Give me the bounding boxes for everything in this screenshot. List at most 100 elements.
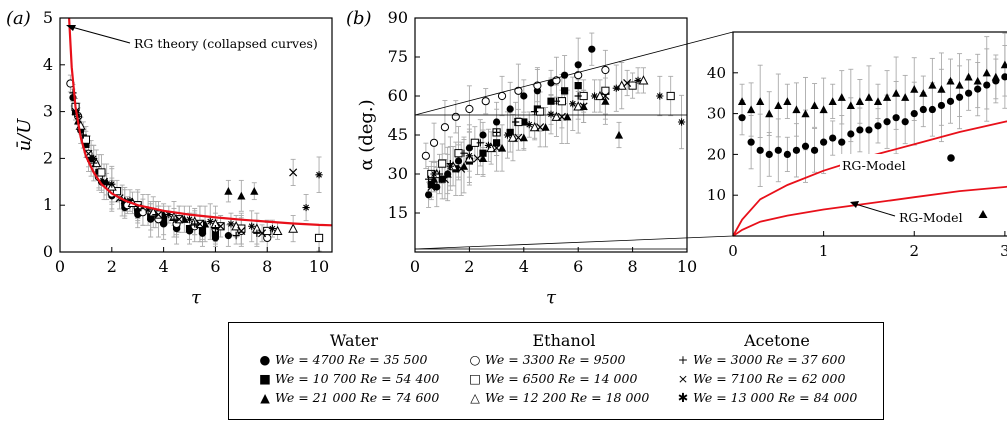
data-point — [514, 86, 523, 95]
data-point — [421, 151, 430, 160]
data-point — [154, 210, 163, 219]
data-point — [982, 68, 991, 77]
annotation-arrowhead — [66, 25, 76, 31]
data-point — [623, 78, 632, 88]
data-point — [601, 86, 610, 95]
data-point — [955, 93, 964, 101]
x-tick-label: 0 — [410, 257, 420, 276]
data-point — [460, 149, 468, 157]
plus-marker: + — [677, 352, 689, 367]
data-point — [147, 213, 155, 221]
x-tick-label: 6 — [210, 257, 220, 276]
data-point — [185, 225, 194, 233]
data-point — [874, 122, 882, 130]
x-tick-label: 0 — [728, 242, 738, 260]
open-circle-marker: ○ — [469, 352, 481, 367]
data-point — [937, 85, 946, 93]
data-point — [224, 187, 233, 195]
data-point — [486, 142, 497, 153]
y-tick-label: 2 — [43, 148, 53, 167]
legend-column-acetone: Acetone + We = 3000 Re = 37 600 × We = 710… — [677, 331, 877, 407]
data-point — [268, 225, 277, 233]
data-point — [801, 142, 810, 150]
legend-entry: △ We = 12 200 Re = 18 000 — [469, 388, 659, 407]
data-point — [206, 217, 214, 226]
cross-marker: × — [677, 371, 689, 386]
data-point — [451, 112, 460, 121]
rg-model-triangle-label: RG-Model — [899, 210, 963, 225]
annotation-arrow-line — [67, 25, 131, 44]
data-point — [126, 196, 134, 205]
legend-entry-text: We = 3300 Re = 9500 — [485, 352, 626, 367]
x-tick-label: 10 — [677, 257, 697, 276]
inset-y-ticks: 10 20 30 40 — [707, 64, 738, 204]
data-point — [747, 138, 755, 146]
data-point — [227, 220, 235, 228]
data-point — [901, 93, 910, 101]
data-point — [440, 175, 449, 184]
legend-entry: ○ We = 3300 Re = 9500 — [469, 350, 659, 369]
panel-b-points — [421, 45, 686, 199]
data-point — [425, 175, 433, 183]
data-point — [955, 80, 964, 89]
data-point — [892, 114, 900, 122]
data-point — [425, 191, 433, 199]
y-tick-label: 40 — [707, 64, 726, 82]
data-point — [438, 175, 446, 183]
x-tick-label: 0 — [55, 257, 65, 276]
data-point — [497, 91, 507, 101]
panel-a-xlabel: τ — [191, 287, 202, 308]
data-point — [838, 138, 846, 146]
data-point — [497, 143, 507, 152]
rg-model-triangle-marker — [978, 210, 988, 218]
filled-triangle-marker: ▲ — [260, 390, 270, 405]
data-point — [901, 118, 909, 126]
data-point — [224, 232, 232, 240]
data-point — [919, 89, 928, 97]
legend: Water ● We = 4700 Re = 35 500 ■ We = 10 70… — [228, 322, 884, 420]
data-point — [520, 92, 528, 100]
data-point — [478, 154, 488, 162]
x-tick-label: 6 — [573, 257, 583, 276]
filled-square-marker: ■ — [259, 371, 271, 386]
data-point — [198, 227, 207, 235]
panel-b: (b) 0 2 4 6 8 10 15 30 45 60 75 90 τ α (deg.) — [346, 8, 734, 308]
data-point — [288, 223, 299, 233]
legend-entry: ● We = 4700 Re = 35 500 — [259, 350, 449, 369]
data-point — [457, 164, 466, 173]
data-point — [170, 215, 178, 223]
data-point — [237, 191, 246, 200]
data-point — [552, 97, 561, 105]
data-point — [536, 123, 545, 132]
data-point — [525, 121, 533, 129]
data-point — [819, 105, 828, 114]
x-tick-label: 4 — [159, 257, 169, 276]
data-point — [616, 80, 627, 90]
data-point — [216, 222, 225, 231]
data-point — [865, 126, 873, 134]
data-point — [82, 140, 90, 148]
rg-model-triangle-label-bg — [897, 206, 979, 226]
data-point — [438, 159, 447, 168]
legend-column-water: Water ● We = 4700 Re = 35 500 ■ We = 10 70… — [259, 331, 449, 407]
inset-background — [733, 32, 1007, 236]
data-point — [561, 87, 569, 95]
x-tick-label: 2 — [909, 242, 919, 260]
data-point — [601, 97, 610, 105]
data-point — [964, 72, 973, 81]
data-point — [634, 76, 642, 84]
zoom-connector-top — [414, 31, 734, 116]
data-point — [519, 133, 528, 142]
data-point — [856, 126, 864, 134]
data-point — [433, 183, 441, 191]
legend-entry: ▲ We = 21 000 Re = 74 600 — [259, 388, 449, 407]
rg-model-circle-label: RG-Model — [842, 158, 906, 173]
data-point — [601, 91, 610, 101]
svg-text:ū/U: ū/U — [14, 118, 35, 152]
data-point — [828, 97, 837, 105]
legend-column-ethanol: Ethanol ○ We = 3300 Re = 9500 □ We = 6500 … — [469, 331, 659, 407]
data-point — [429, 175, 439, 183]
data-point — [454, 157, 463, 165]
filled-circle-marker: ● — [259, 352, 271, 367]
data-point — [514, 133, 523, 142]
